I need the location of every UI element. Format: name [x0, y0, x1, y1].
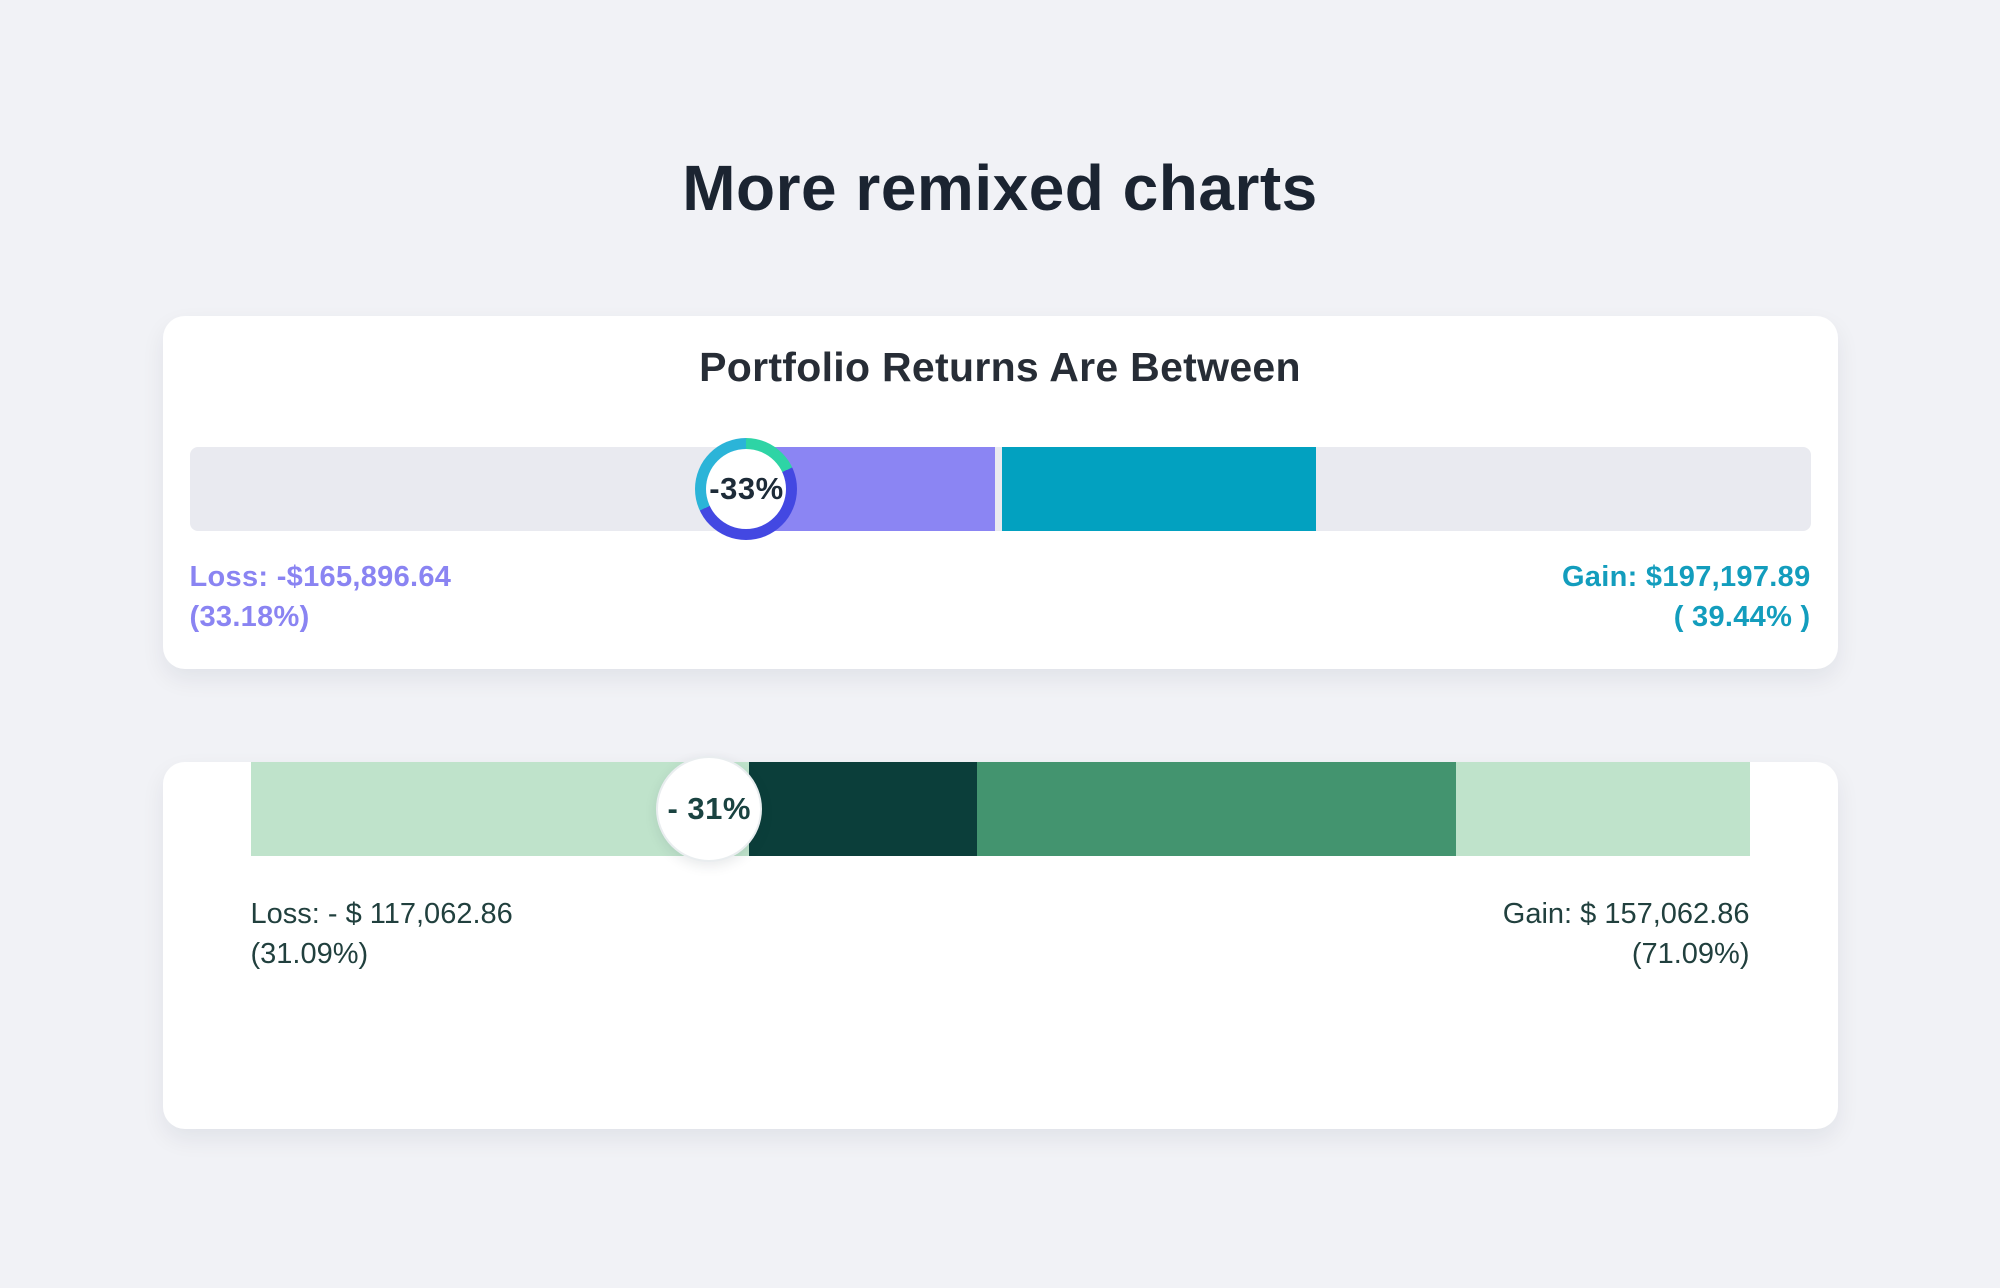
- loss-amount: Loss: -$165,896.64: [189, 560, 452, 593]
- range-track: [189, 446, 1811, 531]
- range-slider-handle[interactable]: - 31%: [656, 755, 763, 862]
- gain-percent: ( 39.44% ): [1673, 600, 1811, 633]
- gain-label: Gain: $197,197.89 ( 39.44% ): [1562, 557, 1811, 637]
- loss-percent: (31.09%): [250, 937, 369, 970]
- returns-range-bar: -33%: [189, 437, 1811, 540]
- card-title: Portfolio Returns Are Between: [699, 343, 1301, 390]
- gain-range-segment: [1002, 446, 1317, 531]
- green-returns-card: - 31% Loss: - $ 117,062.86 (31.09%) Gain…: [162, 755, 1838, 1129]
- portfolio-returns-card: Portfolio Returns Are Between -33% Loss:…: [162, 315, 1838, 669]
- range-track: [250, 761, 1750, 856]
- gain-amount: Gain: $ 157,062.86: [1502, 897, 1750, 930]
- loss-percent: (33.18%): [189, 600, 310, 633]
- gain-range-segment: [977, 761, 1456, 856]
- range-slider-handle[interactable]: -33%: [695, 437, 798, 540]
- range-labels-row: Loss: - $ 117,062.86 (31.09%) Gain: $ 15…: [251, 894, 1750, 974]
- handle-percent-label: -33%: [706, 448, 787, 529]
- gain-label: Gain: $ 157,062.86 (71.09%): [1503, 894, 1750, 974]
- loss-range-segment: [749, 761, 978, 856]
- handle-percent-label: - 31%: [667, 790, 751, 826]
- loss-label: Loss: - $ 117,062.86 (31.09%): [251, 894, 513, 974]
- loss-amount: Loss: - $ 117,062.86: [250, 897, 513, 930]
- page-title: More remixed charts: [682, 152, 1318, 224]
- gain-percent: (71.09%): [1631, 937, 1750, 970]
- loss-label: Loss: -$165,896.64 (33.18%): [190, 557, 452, 637]
- gain-amount: Gain: $197,197.89: [1561, 560, 1811, 593]
- range-labels-row: Loss: -$165,896.64 (33.18%) Gain: $197,1…: [190, 557, 1811, 637]
- returns-range-bar: - 31%: [250, 755, 1750, 862]
